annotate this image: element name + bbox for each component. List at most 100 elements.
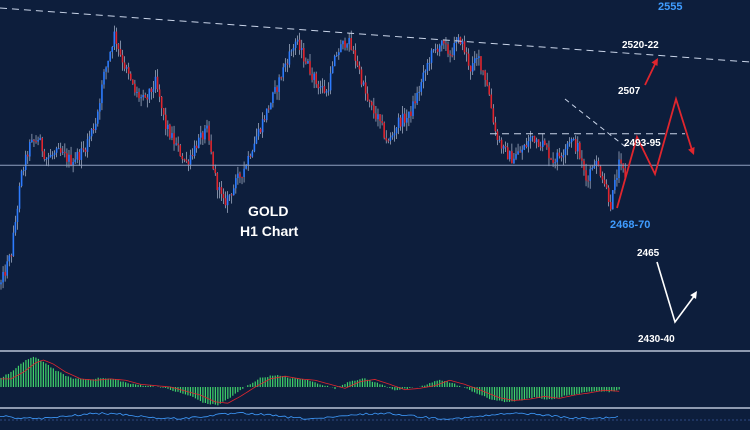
candle-body: [317, 84, 320, 89]
candle-body: [274, 87, 276, 93]
candle: [31, 133, 33, 143]
candle: [265, 108, 268, 123]
candle-body: [259, 128, 262, 133]
candle: [595, 155, 598, 174]
candle-body: [344, 40, 346, 48]
candle: [175, 137, 177, 146]
candle: [570, 137, 573, 148]
candle: [263, 115, 266, 123]
candle-body: [173, 133, 175, 145]
candle-body: [263, 119, 266, 121]
candle-body: [237, 173, 239, 179]
candle: [348, 33, 350, 52]
candle-body: [39, 138, 41, 141]
candle: [162, 108, 165, 121]
candle: [249, 153, 252, 160]
candle-body: [502, 146, 505, 149]
candle-body: [453, 43, 455, 56]
candle-body: [181, 155, 184, 160]
candle: [121, 49, 124, 71]
candle-body: [558, 152, 561, 157]
candle: [603, 173, 606, 187]
candle-body: [422, 72, 425, 83]
candle-body: [148, 88, 151, 100]
candle: [546, 143, 548, 150]
candle: [94, 117, 97, 133]
candle: [76, 148, 79, 164]
candle-body: [338, 52, 340, 56]
candle: [527, 135, 530, 153]
candle: [331, 61, 334, 74]
candle: [158, 84, 161, 103]
candle: [432, 49, 435, 53]
candle-body: [371, 101, 373, 106]
candle-body: [125, 67, 128, 69]
candle-body: [121, 54, 124, 63]
candle: [478, 49, 480, 66]
candle: [321, 78, 324, 94]
candle-body: [478, 56, 480, 59]
candle-body: [381, 121, 383, 123]
candle-body: [47, 157, 50, 159]
candle: [59, 142, 62, 157]
candle: [134, 79, 136, 96]
candle-body: [548, 147, 550, 159]
candle-body: [517, 151, 519, 155]
candle: [6, 255, 8, 279]
candle-body: [171, 133, 173, 138]
candle-body: [4, 271, 6, 276]
candle: [513, 152, 515, 164]
candle: [195, 140, 198, 153]
candle-body: [428, 62, 431, 64]
candle-body: [348, 38, 350, 45]
candle-body: [535, 139, 538, 143]
candle: [482, 70, 484, 76]
candle-body: [94, 123, 97, 130]
candle: [333, 54, 336, 67]
candle: [420, 78, 423, 96]
candle-body: [614, 179, 616, 191]
candle: [329, 66, 332, 95]
candle-body: [268, 108, 270, 110]
candle-body: [325, 91, 328, 93]
candle: [24, 150, 27, 177]
candle: [401, 106, 404, 134]
candle: [103, 69, 105, 89]
candle-body: [20, 171, 23, 187]
candle-body: [214, 168, 217, 174]
white-projection-path: [656, 261, 696, 324]
candle: [292, 44, 295, 58]
candle-body: [235, 178, 237, 189]
candle: [554, 158, 556, 169]
candle-body: [589, 169, 591, 181]
candle-body: [208, 125, 210, 141]
candle-body: [482, 70, 484, 72]
candle-body: [335, 55, 338, 57]
candle: [449, 50, 451, 63]
candle-body: [315, 73, 317, 85]
candle-body: [383, 122, 385, 138]
candle-body: [82, 148, 85, 150]
candle: [519, 146, 521, 153]
candle: [556, 149, 558, 171]
candle-body: [49, 155, 52, 158]
candle: [541, 133, 544, 152]
candle: [226, 191, 229, 213]
candle-body: [45, 158, 48, 160]
candle: [422, 64, 425, 89]
candle: [391, 131, 394, 140]
candle-body: [562, 155, 565, 158]
candle-body: [6, 261, 8, 276]
candle-body: [492, 108, 495, 123]
candle-body: [249, 155, 252, 157]
candle-body: [272, 92, 274, 104]
candle-body: [509, 151, 511, 160]
candle-body: [393, 133, 396, 136]
candle-body: [144, 94, 146, 98]
candle-body: [410, 111, 412, 116]
candle-body: [197, 137, 200, 149]
candle: [33, 139, 35, 148]
candle-body: [506, 147, 509, 160]
